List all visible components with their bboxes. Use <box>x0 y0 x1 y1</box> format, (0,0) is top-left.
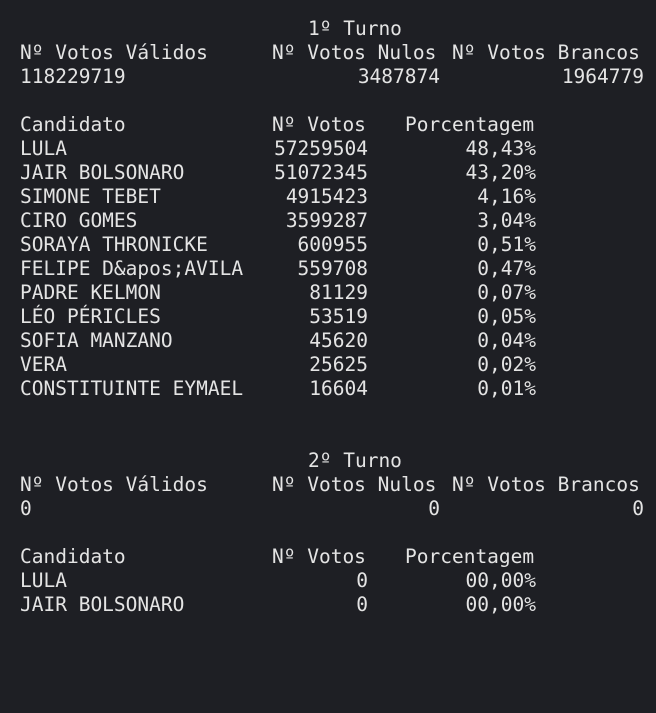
candidate-votes: 51072345 <box>274 161 368 184</box>
votos-validos-value: 0 <box>20 497 32 520</box>
turno1-section: 1º Turno <box>0 17 656 41</box>
candidate-percentage: 48,43% <box>465 137 536 160</box>
col-votos-header: Nº Votos <box>272 545 366 568</box>
candidate-percentage: 0,07% <box>477 281 536 304</box>
candidate-name: JAIR BOLSONARO <box>20 593 185 616</box>
candidate-name: PADRE KELMON <box>20 281 161 304</box>
table-row: LULA 57259504 48,43% <box>0 137 656 161</box>
table-row: CONSTITUINTE EYMAEL 16604 0,01% <box>0 377 656 401</box>
table-row: SIMONE TEBET 4915423 4,16% <box>0 185 656 209</box>
table-row: PADRE KELMON 81129 0,07% <box>0 281 656 305</box>
turno1-summary-header: Nº Votos Válidos Nº Votos Nulos Nº Votos… <box>0 41 656 65</box>
votos-validos-value: 118229719 <box>20 65 126 88</box>
candidate-percentage: 43,20% <box>465 161 536 184</box>
candidate-percentage: 0,04% <box>477 329 536 352</box>
table-row: SORAYA THRONICKE 600955 0,51% <box>0 233 656 257</box>
candidate-name: SIMONE TEBET <box>20 185 161 208</box>
candidate-name: VERA <box>20 353 67 376</box>
turno1-table-header: Candidato Nº Votos Porcentagem <box>0 113 656 137</box>
table-row: FELIPE D&apos;AVILA 559708 0,47% <box>0 257 656 281</box>
candidate-percentage: 0,01% <box>477 377 536 400</box>
votos-brancos-value: 0 <box>632 497 644 520</box>
votos-validos-header: Nº Votos Válidos <box>20 473 208 496</box>
table-row: VERA 25625 0,02% <box>0 353 656 377</box>
candidate-percentage: 0,02% <box>477 353 536 376</box>
candidate-votes: 25625 <box>309 353 368 376</box>
candidate-votes: 559708 <box>297 257 368 280</box>
votos-nulos-header: Nº Votos Nulos <box>272 41 437 64</box>
votos-brancos-header: Nº Votos Brancos <box>452 473 640 496</box>
candidate-votes: 0 <box>356 593 368 616</box>
terminal-output: 1º Turno Nº Votos Válidos Nº Votos Nulos… <box>0 17 656 617</box>
turno1-title: 1º Turno <box>308 17 402 40</box>
turno2-section: 2º Turno <box>0 449 656 473</box>
col-votos-header: Nº Votos <box>272 113 366 136</box>
candidate-votes: 53519 <box>309 305 368 328</box>
votos-nulos-header: Nº Votos Nulos <box>272 473 437 496</box>
col-porcentagem-header: Porcentagem <box>405 545 535 568</box>
col-candidato-header: Candidato <box>20 545 126 568</box>
candidate-name: SOFIA MANZANO <box>20 329 173 352</box>
candidate-votes: 0 <box>356 569 368 592</box>
votos-brancos-value: 1964779 <box>561 65 644 88</box>
votos-brancos-header: Nº Votos Brancos <box>452 41 640 64</box>
table-row: SOFIA MANZANO 45620 0,04% <box>0 329 656 353</box>
candidate-percentage: 00,00% <box>465 569 536 592</box>
col-porcentagem-header: Porcentagem <box>405 113 535 136</box>
votos-nulos-value: 3487874 <box>357 65 440 88</box>
candidate-name: LULA <box>20 569 67 592</box>
turno2-table-header: Candidato Nº Votos Porcentagem <box>0 545 656 569</box>
candidate-name: SORAYA THRONICKE <box>20 233 208 256</box>
candidate-percentage: 0,05% <box>477 305 536 328</box>
turno1-summary-values: 118229719 3487874 1964779 <box>0 65 656 89</box>
candidate-votes: 16604 <box>309 377 368 400</box>
candidate-name: LULA <box>20 137 67 160</box>
candidate-percentage: 4,16% <box>477 185 536 208</box>
votos-nulos-value: 0 <box>428 497 440 520</box>
turno2-title: 2º Turno <box>308 449 402 472</box>
candidate-votes: 4915423 <box>285 185 368 208</box>
candidate-percentage: 3,04% <box>477 209 536 232</box>
candidate-name: CONSTITUINTE EYMAEL <box>20 377 244 400</box>
votos-validos-header: Nº Votos Válidos <box>20 41 208 64</box>
candidate-name: CIRO GOMES <box>20 209 138 232</box>
candidate-votes: 45620 <box>309 329 368 352</box>
candidate-votes: 600955 <box>297 233 368 256</box>
candidate-name: JAIR BOLSONARO <box>20 161 185 184</box>
candidate-percentage: 0,47% <box>477 257 536 280</box>
turno2-summary-values: 0 0 0 <box>0 497 656 521</box>
candidate-percentage: 0,51% <box>477 233 536 256</box>
candidate-name: LÉO PÉRICLES <box>20 305 161 328</box>
table-row: JAIR BOLSONARO 51072345 43,20% <box>0 161 656 185</box>
turno2-summary-header: Nº Votos Válidos Nº Votos Nulos Nº Votos… <box>0 473 656 497</box>
candidate-percentage: 00,00% <box>465 593 536 616</box>
table-row: CIRO GOMES 3599287 3,04% <box>0 209 656 233</box>
candidate-votes: 57259504 <box>274 137 368 160</box>
candidate-votes: 81129 <box>309 281 368 304</box>
col-candidato-header: Candidato <box>20 113 126 136</box>
table-row: LULA 0 00,00% <box>0 569 656 593</box>
candidate-votes: 3599287 <box>285 209 368 232</box>
candidate-name: FELIPE D&apos;AVILA <box>20 257 244 280</box>
table-row: JAIR BOLSONARO 0 00,00% <box>0 593 656 617</box>
table-row: LÉO PÉRICLES 53519 0,05% <box>0 305 656 329</box>
